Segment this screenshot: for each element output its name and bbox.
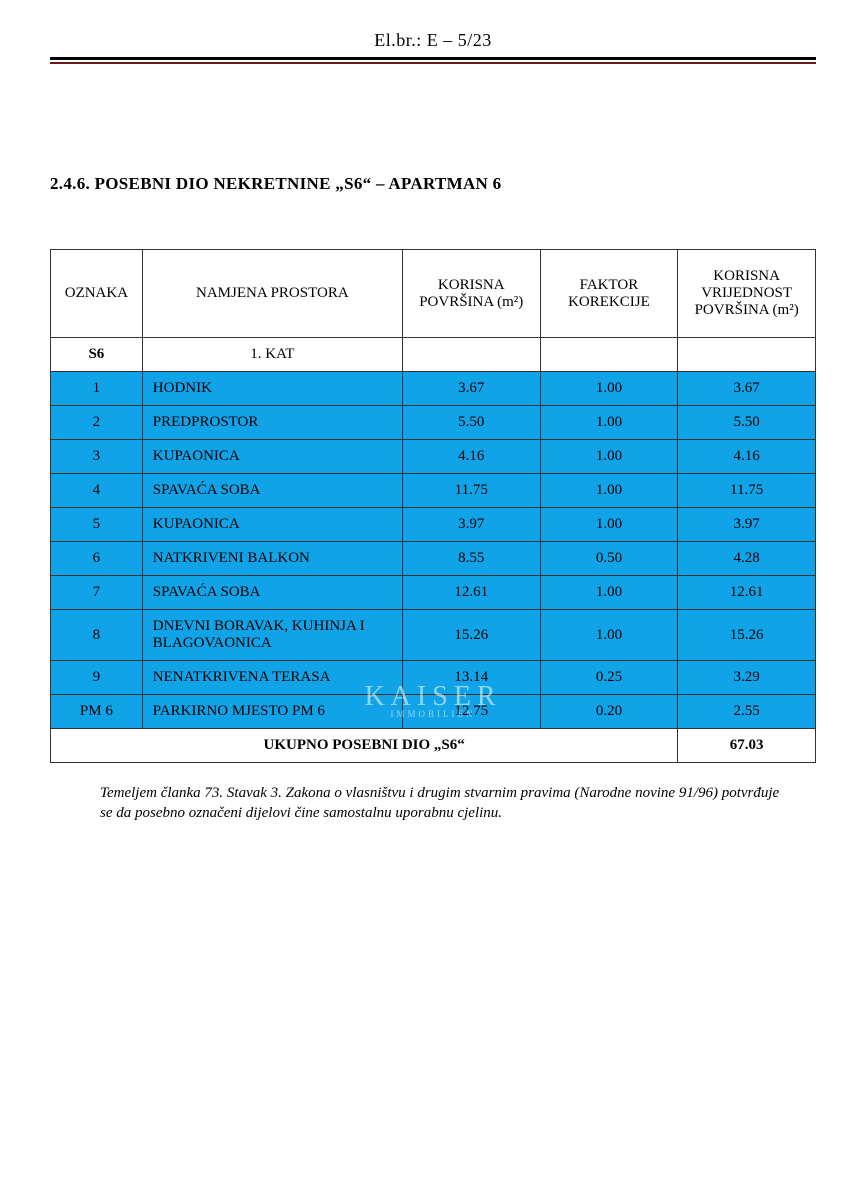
footnote-text: Temeljem članka 73. Stavak 3. Zakona o v… bbox=[50, 783, 816, 824]
cell-korisna: 11.75 bbox=[402, 474, 540, 508]
table-total-row: UKUPNO POSEBNI DIO „S6“ 67.03 bbox=[51, 729, 816, 763]
cell-faktor: 1.00 bbox=[540, 508, 678, 542]
cell-oznaka: 3 bbox=[51, 440, 143, 474]
cell-korisna: 13.14 bbox=[402, 661, 540, 695]
floor-empty-1 bbox=[402, 338, 540, 372]
cell-vrijednost: 4.28 bbox=[678, 542, 816, 576]
cell-vrijednost: 12.61 bbox=[678, 576, 816, 610]
total-value: 67.03 bbox=[678, 729, 816, 763]
table-header-row: OZNAKA NAMJENA PROSTORA KORISNA POVRŠINA… bbox=[51, 250, 816, 338]
cell-vrijednost: 3.97 bbox=[678, 508, 816, 542]
cell-namjena: NATKRIVENI BALKON bbox=[142, 542, 402, 576]
cell-korisna: 4.16 bbox=[402, 440, 540, 474]
col-header-oznaka: OZNAKA bbox=[51, 250, 143, 338]
cell-faktor: 0.25 bbox=[540, 661, 678, 695]
cell-vrijednost: 11.75 bbox=[678, 474, 816, 508]
floor-empty-2 bbox=[540, 338, 678, 372]
cell-faktor: 1.00 bbox=[540, 406, 678, 440]
table-body: S6 1. KAT 1HODNIK3.671.003.672PREDPROSTO… bbox=[51, 338, 816, 729]
cell-vrijednost: 15.26 bbox=[678, 610, 816, 661]
cell-oznaka: 5 bbox=[51, 508, 143, 542]
col-header-korisna: KORISNA POVRŠINA (m²) bbox=[402, 250, 540, 338]
cell-faktor: 0.50 bbox=[540, 542, 678, 576]
cell-korisna: 3.67 bbox=[402, 372, 540, 406]
table-row: 1HODNIK3.671.003.67 bbox=[51, 372, 816, 406]
cell-faktor: 1.00 bbox=[540, 440, 678, 474]
header-rule-bottom bbox=[50, 62, 816, 64]
cell-korisna: 3.97 bbox=[402, 508, 540, 542]
cell-korisna: 12.61 bbox=[402, 576, 540, 610]
cell-oznaka: 6 bbox=[51, 542, 143, 576]
table-row: 3KUPAONICA4.161.004.16 bbox=[51, 440, 816, 474]
cell-namjena: KUPAONICA bbox=[142, 508, 402, 542]
cell-vrijednost: 3.29 bbox=[678, 661, 816, 695]
cell-namjena: NENATKRIVENA TERASA bbox=[142, 661, 402, 695]
cell-korisna: 8.55 bbox=[402, 542, 540, 576]
cell-vrijednost: 2.55 bbox=[678, 695, 816, 729]
cell-korisna: 5.50 bbox=[402, 406, 540, 440]
floor-empty-3 bbox=[678, 338, 816, 372]
total-label: UKUPNO POSEBNI DIO „S6“ bbox=[51, 729, 678, 763]
table-floor-row: S6 1. KAT bbox=[51, 338, 816, 372]
floor-oznaka: S6 bbox=[51, 338, 143, 372]
cell-oznaka: 1 bbox=[51, 372, 143, 406]
header-reference: El.br.: E – 5/23 bbox=[50, 30, 816, 51]
table-row: 8DNEVNI BORAVAK, KUHINJA I BLAGOVAONICA1… bbox=[51, 610, 816, 661]
cell-faktor: 1.00 bbox=[540, 576, 678, 610]
cell-oznaka: 9 bbox=[51, 661, 143, 695]
cell-namjena: PARKIRNO MJESTO PM 6 bbox=[142, 695, 402, 729]
table-row: 9NENATKRIVENA TERASA13.140.253.29 bbox=[51, 661, 816, 695]
col-header-namjena: NAMJENA PROSTORA bbox=[142, 250, 402, 338]
cell-vrijednost: 3.67 bbox=[678, 372, 816, 406]
table-row: PM 6PARKIRNO MJESTO PM 612.750.202.55 bbox=[51, 695, 816, 729]
floor-namjena: 1. KAT bbox=[142, 338, 402, 372]
cell-namjena: SPAVAĆA SOBA bbox=[142, 474, 402, 508]
cell-vrijednost: 4.16 bbox=[678, 440, 816, 474]
document-page: El.br.: E – 5/23 2.4.6. POSEBNI DIO NEKR… bbox=[0, 0, 866, 854]
cell-korisna: 12.75 bbox=[402, 695, 540, 729]
cell-vrijednost: 5.50 bbox=[678, 406, 816, 440]
cell-oznaka: 4 bbox=[51, 474, 143, 508]
cell-namjena: SPAVAĆA SOBA bbox=[142, 576, 402, 610]
table-row: 4SPAVAĆA SOBA11.751.0011.75 bbox=[51, 474, 816, 508]
section-title: 2.4.6. POSEBNI DIO NEKRETNINE „S6“ – APA… bbox=[50, 174, 816, 194]
cell-faktor: 1.00 bbox=[540, 610, 678, 661]
col-header-faktor: FAKTOR KOREKCIJE bbox=[540, 250, 678, 338]
cell-namjena: PREDPROSTOR bbox=[142, 406, 402, 440]
table-row: 7SPAVAĆA SOBA12.611.0012.61 bbox=[51, 576, 816, 610]
cell-faktor: 1.00 bbox=[540, 372, 678, 406]
cell-oznaka: 8 bbox=[51, 610, 143, 661]
cell-korisna: 15.26 bbox=[402, 610, 540, 661]
cell-oznaka: 2 bbox=[51, 406, 143, 440]
cell-faktor: 0.20 bbox=[540, 695, 678, 729]
table-row: 5KUPAONICA3.971.003.97 bbox=[51, 508, 816, 542]
cell-namjena: HODNIK bbox=[142, 372, 402, 406]
header-rule-top bbox=[50, 57, 816, 60]
table-row: 6NATKRIVENI BALKON8.550.504.28 bbox=[51, 542, 816, 576]
cell-faktor: 1.00 bbox=[540, 474, 678, 508]
cell-namjena: KUPAONICA bbox=[142, 440, 402, 474]
col-header-vrijednost: KORISNA VRIJEDNOST POVRŠINA (m²) bbox=[678, 250, 816, 338]
table-row: 2PREDPROSTOR5.501.005.50 bbox=[51, 406, 816, 440]
cell-oznaka: PM 6 bbox=[51, 695, 143, 729]
property-table: OZNAKA NAMJENA PROSTORA KORISNA POVRŠINA… bbox=[50, 249, 816, 763]
cell-namjena: DNEVNI BORAVAK, KUHINJA I BLAGOVAONICA bbox=[142, 610, 402, 661]
cell-oznaka: 7 bbox=[51, 576, 143, 610]
